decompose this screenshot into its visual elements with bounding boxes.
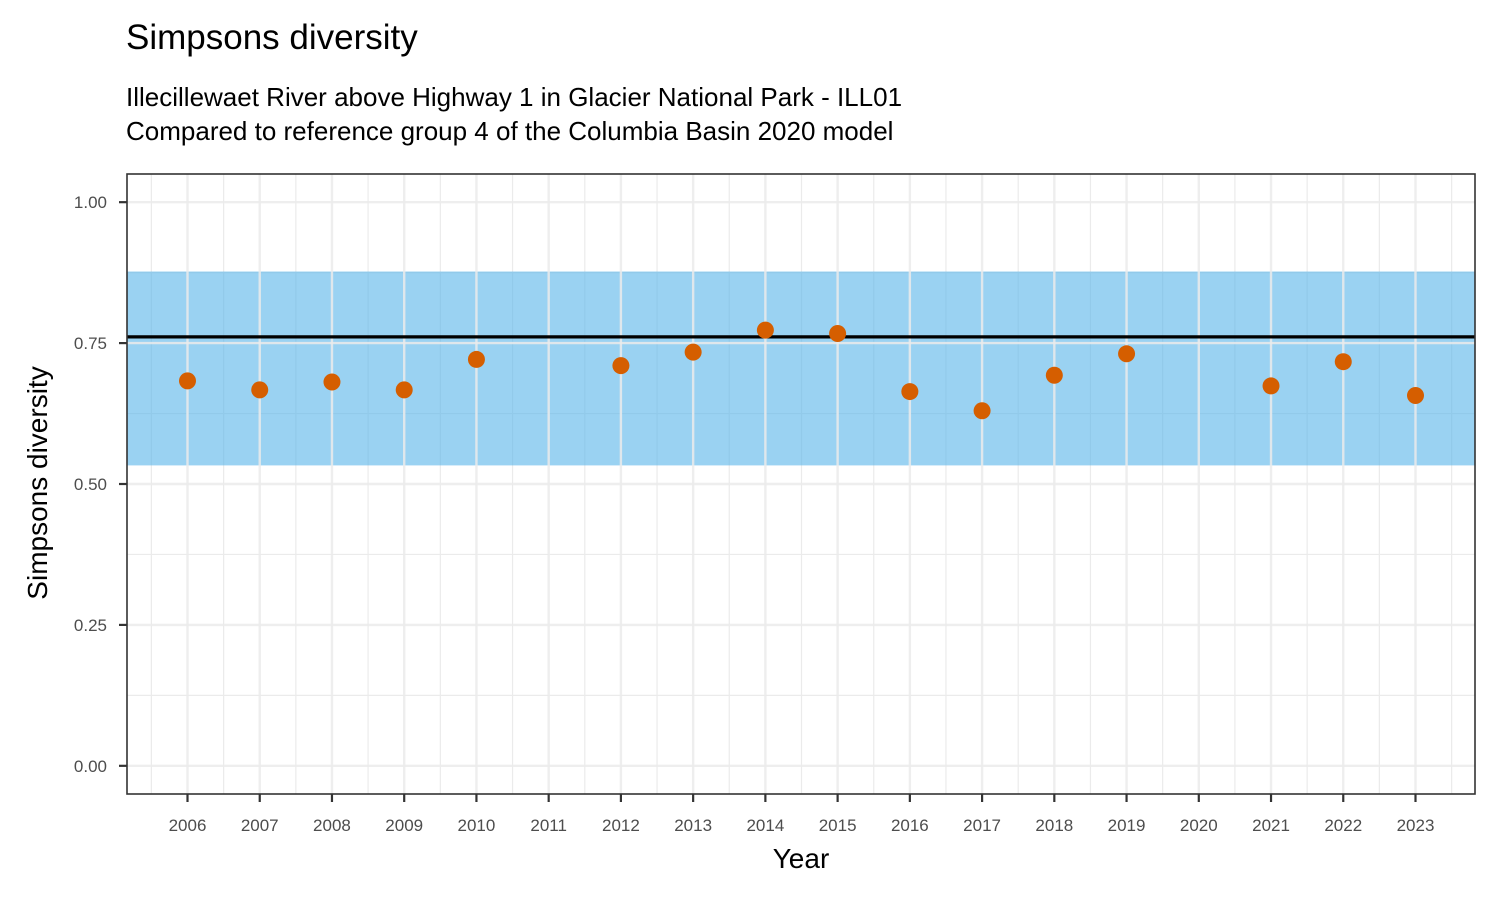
data-point-2022 — [1334, 353, 1352, 371]
x-tick-label: 2009 — [385, 816, 423, 835]
x-tick-label: 2018 — [1035, 816, 1073, 835]
x-tick-label: 2014 — [746, 816, 784, 835]
data-point-2019 — [1118, 345, 1136, 363]
x-tick-label: 2008 — [313, 816, 351, 835]
reference-band — [127, 271, 1475, 466]
data-point-2006 — [179, 372, 196, 390]
data-point-2016 — [901, 383, 919, 401]
x-tick-label: 2007 — [241, 816, 279, 835]
x-tick-label: 2016 — [891, 816, 929, 835]
y-tick-label: 0.50 — [74, 475, 107, 494]
x-tick-label: 2010 — [458, 816, 496, 835]
x-tick-label: 2017 — [963, 816, 1001, 835]
data-point-2010 — [467, 350, 485, 368]
data-point-2021 — [1262, 377, 1280, 395]
x-tick-label: 2021 — [1252, 816, 1290, 835]
x-tick-label: 2023 — [1397, 816, 1435, 835]
data-points — [179, 321, 1424, 420]
data-point-2012 — [612, 357, 630, 375]
x-tick-label: 2006 — [169, 816, 207, 835]
y-axis-title: Simpsons diversity — [22, 366, 53, 599]
x-tick-label: 2022 — [1324, 816, 1362, 835]
x-tick-label: 2019 — [1108, 816, 1146, 835]
chart-subtitle-line-1: Illecillewaet River above Highway 1 in G… — [126, 82, 903, 112]
reference-band-layer — [127, 271, 1475, 466]
data-point-2023 — [1407, 387, 1424, 405]
chart-subtitle-line-2: Compared to reference group 4 of the Col… — [126, 116, 894, 146]
chart-title: Simpsons diversity — [126, 18, 418, 57]
data-point-2018 — [1045, 366, 1063, 384]
x-tick-label: 2013 — [674, 816, 712, 835]
data-point-2008 — [323, 373, 341, 391]
data-point-2015 — [829, 325, 847, 343]
y-tick-label: 1.00 — [74, 193, 107, 212]
data-point-2009 — [395, 381, 413, 399]
x-tick-label: 2012 — [602, 816, 640, 835]
major-gridlines — [127, 174, 1475, 794]
data-point-2013 — [684, 343, 702, 361]
y-tick-label: 0.75 — [74, 334, 107, 353]
axes: 0.00 0.25 0.50 0.75 1.00 2006 2007 2008 2009 2010… — [74, 173, 1476, 835]
x-tick-label: 2011 — [530, 816, 567, 835]
data-point-2014 — [756, 321, 774, 339]
y-tick-label: 0.25 — [74, 616, 107, 635]
data-point-2007 — [251, 381, 269, 399]
x-tick-label: 2020 — [1180, 816, 1218, 835]
x-axis-title: Year — [773, 843, 830, 874]
x-tick-label: 2015 — [819, 816, 857, 835]
y-tick-label: 0.00 — [74, 757, 107, 776]
data-point-2017 — [973, 402, 991, 420]
